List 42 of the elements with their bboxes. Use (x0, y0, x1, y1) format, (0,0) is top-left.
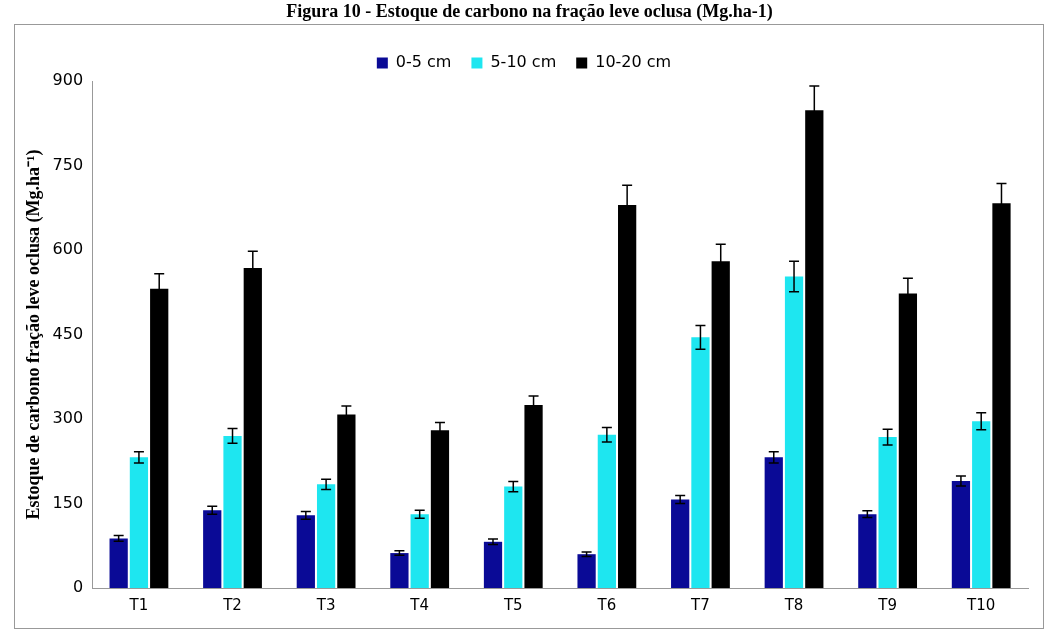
bar (951, 480, 971, 588)
bar (296, 515, 315, 588)
legend-label: 0-5 cm (395, 52, 452, 72)
y-tick-label: 900 (52, 70, 84, 90)
x-tick-label: T2 (222, 595, 242, 614)
x-tick-label: T3 (315, 595, 336, 614)
bar (764, 457, 783, 588)
bar (691, 337, 710, 588)
bar (878, 437, 897, 588)
chart-title: Figura 10 - Estoque de carbono na fração leve oclusa (Mg.ha-1) (285, 0, 774, 22)
bar (504, 486, 523, 588)
y-tick-label: 750 (52, 154, 84, 174)
y-tick-label: 0 (72, 577, 84, 597)
bar (129, 457, 149, 588)
x-tick-label: T9 (877, 595, 897, 614)
bar (203, 510, 222, 588)
legend-label: 10-20 cm (595, 52, 672, 72)
bar (972, 421, 991, 588)
y-tick-label: 150 (52, 492, 84, 512)
y-tick-label: 300 (52, 408, 84, 428)
x-tick-label: T10 (966, 595, 996, 614)
y-axis-title: Estoque de carbono fração leve oclusa (Mg.ha⁻¹) (23, 149, 45, 520)
bar (597, 434, 616, 588)
bar (577, 554, 596, 588)
x-tick-label: T4 (409, 595, 430, 614)
x-tick-label: T7 (690, 595, 710, 614)
x-tick-label: T5 (502, 595, 523, 614)
bar (410, 514, 429, 588)
y-tick-label: 600 (52, 239, 84, 259)
bar (390, 553, 409, 588)
x-tick-label: T6 (596, 595, 617, 614)
y-tick-label: 450 (52, 323, 84, 343)
x-tick-label: T1 (128, 595, 149, 614)
bar (109, 538, 128, 588)
bar (671, 499, 690, 588)
bar (784, 276, 804, 588)
bar (316, 484, 336, 588)
bar (223, 435, 242, 588)
bar (858, 514, 877, 588)
legend-label: 5-10 cm (490, 52, 557, 72)
x-tick-label: T8 (783, 595, 804, 614)
bar (483, 541, 503, 588)
